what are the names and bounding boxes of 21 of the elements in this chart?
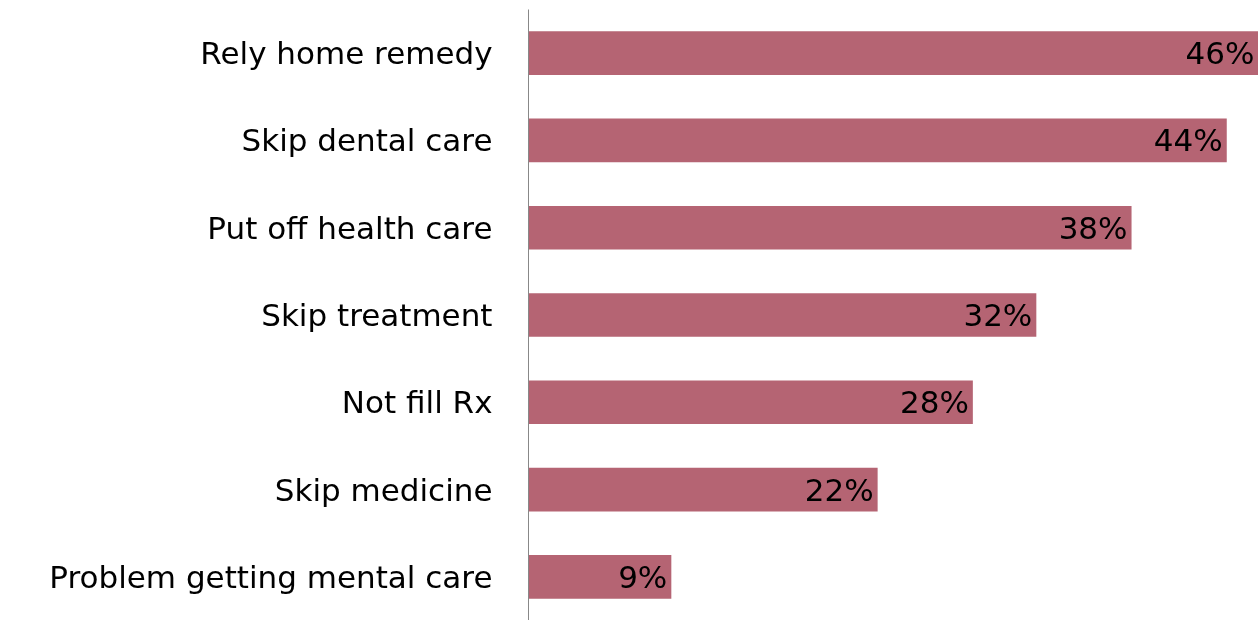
bar <box>528 380 973 425</box>
data-label: 22% <box>804 471 874 508</box>
y-tick-label: Skip medicine <box>274 471 493 508</box>
y-tick-label: Put off health care <box>207 209 493 246</box>
bar <box>528 555 672 599</box>
y-tick-label: Skip dental care <box>241 122 493 159</box>
data-label: 38% <box>1058 209 1128 246</box>
bar <box>528 467 878 512</box>
y-tick-label: Skip treatment <box>261 297 493 333</box>
bar <box>528 293 1037 337</box>
data-label: 28% <box>899 384 969 421</box>
data-label: 46% <box>1185 35 1255 72</box>
data-label: 44% <box>1153 122 1223 159</box>
bar <box>528 205 1132 250</box>
data-label: 32% <box>963 297 1033 333</box>
y-tick-label: Not fill Rx <box>341 384 493 421</box>
y-tick-label: Rely home remedy <box>200 35 493 72</box>
bar <box>528 31 1258 75</box>
bar <box>528 118 1227 163</box>
data-label: 9% <box>618 558 668 595</box>
y-tick-label: Problem getting mental care <box>49 558 493 595</box>
